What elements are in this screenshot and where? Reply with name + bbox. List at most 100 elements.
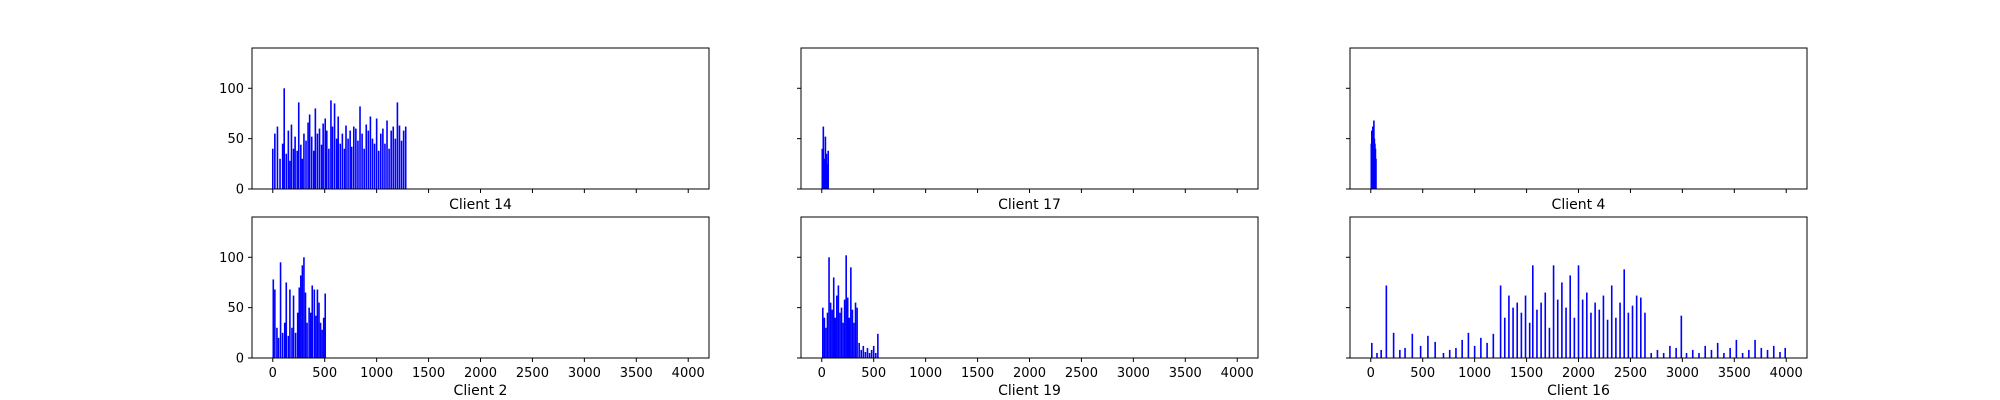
bar xyxy=(316,289,319,358)
bar xyxy=(1640,297,1642,358)
chart-panel-6: 0 500 1000 1500 2000 2500 3000 3500 4000 Client 1… xyxy=(1346,216,1808,399)
bar xyxy=(1536,309,1538,358)
x-tick-label: 3500 xyxy=(1718,366,1751,381)
bar xyxy=(877,333,879,358)
bar xyxy=(343,148,346,189)
bar xyxy=(337,116,340,189)
x-tick-label: 0 xyxy=(1367,366,1375,381)
bar xyxy=(400,140,403,189)
x-tick-label: 2500 xyxy=(1614,366,1647,381)
bar xyxy=(382,128,384,189)
bar xyxy=(858,342,860,358)
bar xyxy=(851,309,854,358)
bar xyxy=(1577,265,1580,358)
bar xyxy=(272,279,275,358)
bar xyxy=(328,148,330,189)
bar xyxy=(1503,317,1506,358)
bar xyxy=(1461,339,1463,358)
bar xyxy=(325,130,328,189)
chart-panel-1: 0 50 100 Client 14 xyxy=(219,47,710,213)
x-tick-label: 2000 xyxy=(1013,366,1046,381)
bar xyxy=(846,297,849,358)
bar xyxy=(1411,333,1414,358)
bar xyxy=(1704,345,1707,358)
bar xyxy=(371,138,374,189)
bar xyxy=(1590,312,1592,358)
bar xyxy=(303,257,305,358)
bar xyxy=(404,126,407,189)
bar xyxy=(319,322,322,358)
bar xyxy=(322,317,325,358)
bar xyxy=(309,312,312,358)
bar xyxy=(843,299,846,358)
bar xyxy=(1520,312,1523,358)
x-tick-label: 500 xyxy=(1410,366,1435,381)
bar xyxy=(377,150,380,189)
bar xyxy=(301,158,304,189)
bar xyxy=(1371,342,1373,358)
bar xyxy=(297,102,300,189)
bar xyxy=(831,309,833,358)
bar xyxy=(375,118,378,189)
chart-panel-2: Client 17 xyxy=(797,47,1259,213)
bar xyxy=(860,349,863,358)
bar xyxy=(301,265,304,358)
bar xyxy=(1581,299,1584,358)
bar xyxy=(306,322,308,358)
bar xyxy=(1442,352,1445,358)
bar xyxy=(392,126,395,189)
bar xyxy=(1748,349,1750,358)
bar xyxy=(390,130,392,189)
bar xyxy=(1508,295,1510,358)
bar xyxy=(1594,302,1596,358)
bar xyxy=(827,150,830,189)
bar xyxy=(296,150,298,189)
bar xyxy=(324,118,327,189)
bar xyxy=(300,275,302,358)
bar xyxy=(1480,337,1482,358)
bar xyxy=(1512,307,1514,358)
bar xyxy=(292,295,295,358)
bar xyxy=(313,289,316,358)
bar xyxy=(1716,342,1719,358)
bar xyxy=(396,102,399,189)
bar xyxy=(290,124,293,189)
bar xyxy=(1385,285,1388,358)
bar xyxy=(828,257,830,358)
chart-panel-5: 0 500 1000 1500 2000 2500 3000 3500 4000 Client 1… xyxy=(797,216,1259,399)
bar xyxy=(854,302,857,358)
x-tick-label: 1500 xyxy=(412,366,445,381)
bar xyxy=(1635,295,1638,358)
x-tick-label: 3000 xyxy=(1666,366,1699,381)
x-tick-label: 3500 xyxy=(1169,366,1202,381)
bar xyxy=(304,292,307,358)
bar xyxy=(1392,332,1395,358)
x-tick-label: 1500 xyxy=(1510,366,1543,381)
bar xyxy=(1784,347,1786,358)
bar xyxy=(837,285,840,358)
bar xyxy=(281,332,284,358)
bar xyxy=(1524,295,1527,358)
bar xyxy=(1548,327,1551,358)
bar xyxy=(283,322,286,358)
bar xyxy=(294,332,297,358)
bar xyxy=(274,289,276,358)
bar xyxy=(826,312,829,358)
bar xyxy=(874,352,877,358)
bar xyxy=(279,158,281,189)
y-tick-label: 0 xyxy=(236,183,244,198)
bar xyxy=(335,138,338,189)
bar xyxy=(1685,352,1688,358)
bar xyxy=(872,345,875,358)
bar xyxy=(398,125,401,189)
y-tick-label: 50 xyxy=(227,301,244,316)
bar xyxy=(274,133,276,189)
y-tick-label: 50 xyxy=(227,132,244,147)
bar xyxy=(359,106,361,189)
bar xyxy=(1650,352,1652,358)
bar xyxy=(866,347,869,358)
bar xyxy=(1544,292,1547,358)
bar xyxy=(862,345,865,358)
bar xyxy=(850,267,852,358)
